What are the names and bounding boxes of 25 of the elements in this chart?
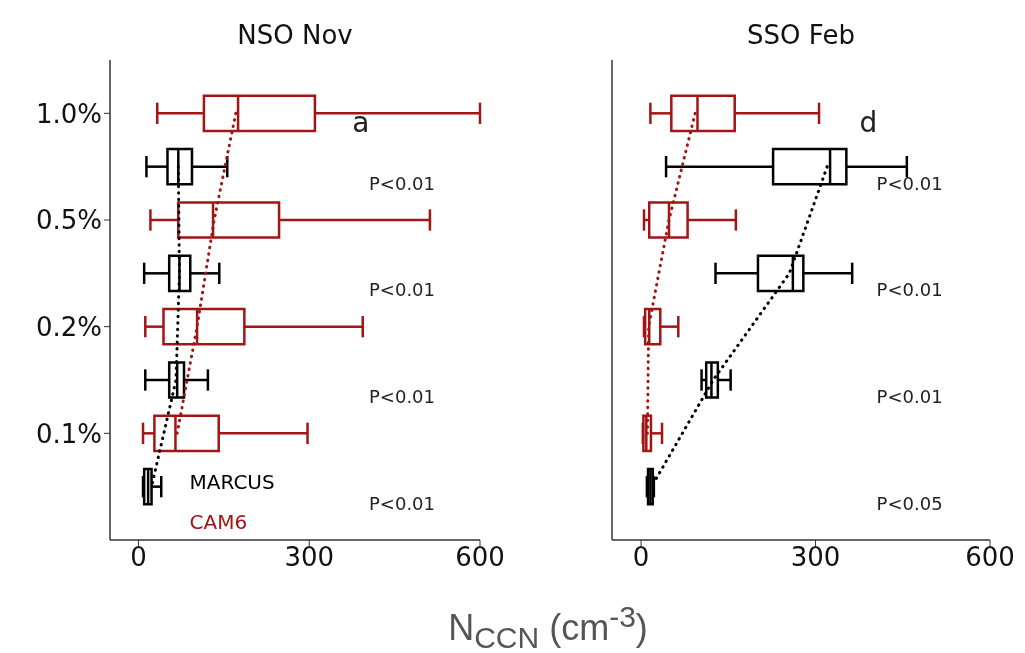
annotation: P<0.01 [876,172,943,194]
series-label: MARCUS [189,470,275,494]
chart-title: NSO Nov [236,20,354,50]
annotation: P<0.01 [876,386,943,407]
y-tick-label: 0.1% [35,418,102,449]
annotation: P<0.05 [876,492,943,514]
y-tick-label: 0.2% [35,311,102,342]
text: CAM6 [189,510,248,534]
annotation: P<0.01 [369,492,436,514]
x-tick-label: 600 [455,542,505,573]
x-tick-label: 300 [284,542,335,573]
annotation: d [859,106,878,139]
annotation: P<0.01 [876,279,943,301]
annotation: P<0.01 [369,172,436,194]
annotation: P<0.01 [369,279,436,301]
annotation: a [352,106,370,139]
x-tick-label: 300 [790,542,841,573]
x-tick-label: 600 [965,542,1015,573]
annotation: P<0.01 [369,386,436,407]
chart-title: SSO Feb [746,20,856,50]
y-tick-label: 0.5% [35,205,102,236]
y-tick-label: 1.0% [35,98,102,129]
x-tick-label: 0 [130,542,147,573]
x-axis-title: N$_{CCN}$ (cm$^{-3}$) [447,600,649,653]
x-tick-label: 0 [632,542,650,573]
